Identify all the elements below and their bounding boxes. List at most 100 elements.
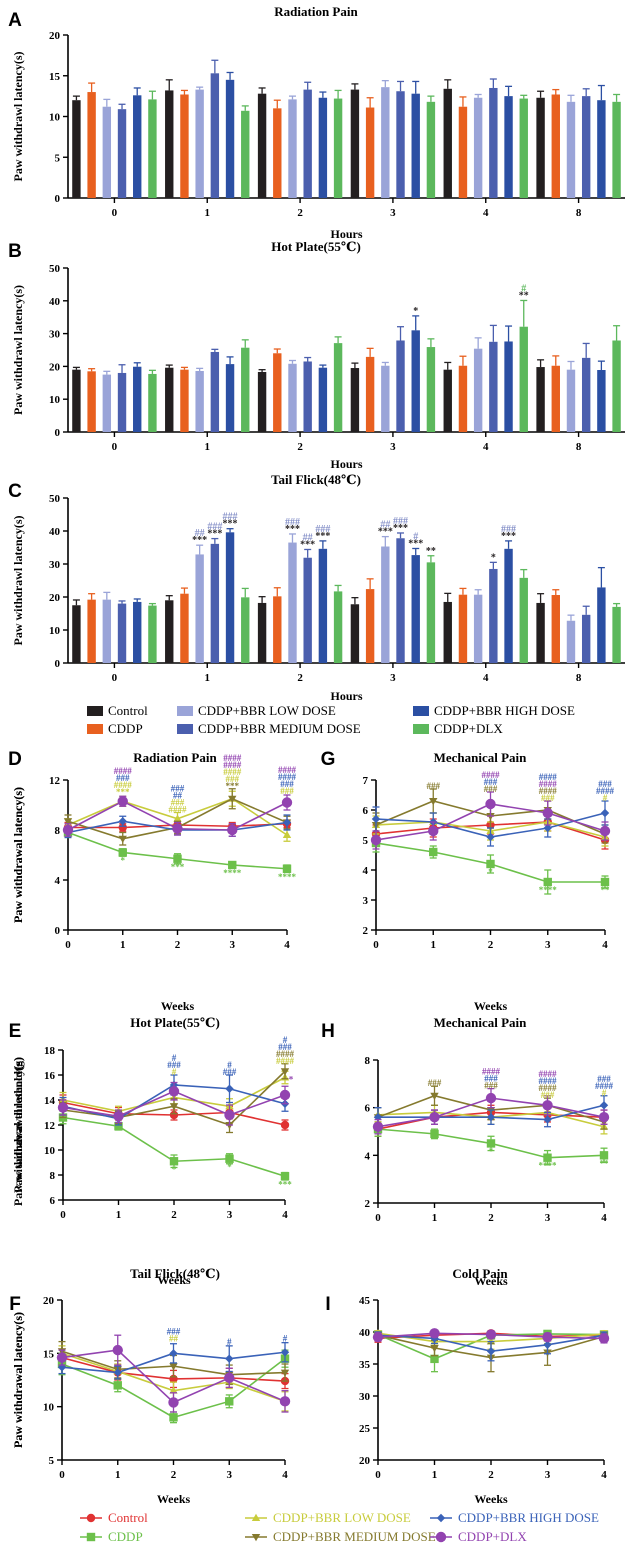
marker-circle-large	[435, 1531, 447, 1543]
significance-mark: ***	[285, 524, 300, 535]
significance-mark: ###	[226, 774, 240, 784]
x-tick-label: 4	[282, 1209, 288, 1221]
marker-triangle-down	[118, 835, 127, 843]
marker-triangle-down	[63, 818, 73, 826]
y-tick-label: 12	[44, 1120, 56, 1132]
x-tick-label: 1	[205, 441, 211, 453]
significance-mark: ##	[195, 528, 205, 539]
bar	[458, 594, 468, 663]
significance-mark: ***	[300, 539, 315, 550]
significance-mark: ####	[539, 1083, 558, 1093]
marker-diamond	[373, 1113, 383, 1122]
bar	[241, 110, 250, 198]
significance-mark: ***	[393, 523, 408, 534]
legend-label: Control	[108, 703, 148, 718]
marker-diamond	[225, 1084, 234, 1093]
marker-square	[486, 859, 495, 869]
x-tick-label: 0	[373, 939, 379, 951]
significance-mark: ***	[501, 531, 516, 542]
significance-mark: ####	[539, 1069, 558, 1079]
significance-mark: ###	[484, 784, 498, 794]
y-tick-label: 4	[365, 1150, 371, 1162]
x-tick-label: 2	[488, 1469, 494, 1481]
marker-triangle-down	[430, 1345, 439, 1353]
significance-mark: #	[413, 531, 418, 542]
marker-square	[86, 1532, 96, 1542]
marker-diamond	[118, 817, 127, 826]
significance-mark: ###	[167, 1327, 181, 1337]
y-tick-label: 8	[365, 1055, 371, 1067]
marker-circle-large	[542, 1331, 553, 1343]
significance-mark: ####	[596, 786, 615, 796]
bar	[350, 368, 360, 432]
y-tick-label: 16	[44, 1070, 56, 1082]
x-tick-label: 2	[175, 939, 181, 951]
marker-circle-large	[542, 1100, 553, 1111]
y-axis-label: Paw withdrawal latency(s)	[11, 1057, 25, 1193]
bar	[195, 89, 204, 198]
legend-label: CDDP	[108, 721, 143, 736]
significance-mark: ##	[173, 791, 183, 801]
x-tick-label: 3	[545, 1469, 551, 1481]
x-tick-label: 3	[227, 1469, 233, 1481]
x-tick-label: 3	[545, 939, 551, 951]
marker-square	[228, 860, 237, 870]
x-tick-label: 0	[112, 441, 118, 453]
y-tick-label: 10	[49, 112, 61, 124]
panel-label: C	[8, 481, 22, 502]
bar	[225, 364, 235, 432]
y-tick-label: 10	[44, 1145, 56, 1157]
significance-mark: ***	[408, 538, 423, 549]
significance-mark: ###	[484, 777, 498, 787]
significance-mark: ##	[169, 1334, 179, 1344]
bar	[257, 371, 267, 432]
legend-swatch	[177, 724, 193, 734]
bar	[566, 620, 576, 663]
significance-mark: #	[172, 1067, 177, 1077]
bar	[165, 600, 174, 663]
bar	[426, 101, 436, 198]
bar	[87, 371, 96, 432]
significance-mark: ###	[427, 781, 441, 791]
x-tick-label: 4	[284, 939, 290, 951]
legend-label: CDDP+BBR LOW DOSE	[273, 1510, 411, 1525]
x-tick-label: 0	[60, 1209, 66, 1221]
x-tick-label: 2	[297, 441, 303, 453]
marker-circle	[86, 1513, 96, 1523]
x-axis-label: Weeks	[157, 1273, 191, 1287]
y-tick-label: 15	[43, 1348, 55, 1360]
marker-circle-large	[370, 834, 382, 846]
x-tick-label: 1	[432, 1212, 438, 1224]
significance-mark: **	[426, 546, 436, 557]
legend-swatch	[87, 724, 103, 734]
significance-mark: *	[121, 856, 126, 866]
bar	[551, 365, 560, 432]
bar	[365, 589, 375, 663]
marker-circle	[280, 1120, 290, 1130]
marker-triangle-up	[173, 814, 182, 822]
y-tick-label: 5	[49, 1455, 55, 1467]
significance-mark: ###	[223, 1067, 237, 1077]
marker-circle-large	[372, 1121, 384, 1132]
y-tick-label: 50	[49, 263, 61, 275]
panel-label: D	[8, 749, 22, 770]
bar	[148, 373, 157, 432]
panel-label: E	[9, 1021, 22, 1042]
x-tick-label: 3	[390, 441, 396, 453]
significance-mark: ###	[501, 524, 516, 535]
significance-mark: ###	[223, 512, 238, 523]
legend-swatch	[413, 706, 429, 716]
y-tick-label: 10	[49, 625, 61, 637]
bar	[411, 555, 420, 663]
marker-triangle-down	[280, 1369, 290, 1377]
legend-swatch	[413, 724, 429, 734]
bar	[210, 351, 220, 432]
bar	[612, 340, 621, 432]
bar	[133, 95, 142, 198]
y-axis-label: Paw withdrawl latency(s)	[11, 285, 25, 415]
significance-mark: #	[283, 1035, 288, 1045]
marker-diamond	[486, 1113, 496, 1122]
x-tick-label: 0	[65, 939, 71, 951]
